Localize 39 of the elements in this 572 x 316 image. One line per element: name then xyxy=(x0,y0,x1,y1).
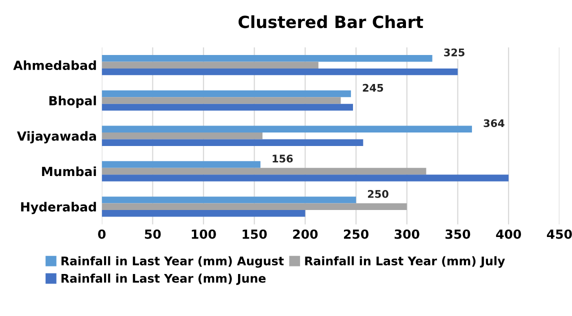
y-tick-label: Hyderabad xyxy=(21,202,96,214)
bar xyxy=(102,203,407,210)
x-tick-label: 300 xyxy=(394,229,420,239)
x-tick-label: 350 xyxy=(446,229,470,239)
y-tick-label: Mumbai xyxy=(42,166,96,176)
bar xyxy=(102,62,318,68)
bar xyxy=(102,97,341,104)
data-label: 156 xyxy=(272,154,293,163)
y-tick-label: Vijayawada xyxy=(16,131,96,144)
bar xyxy=(102,161,260,168)
data-label: 325 xyxy=(444,48,464,56)
bar xyxy=(102,139,364,146)
x-tick-label: 50 xyxy=(144,229,161,239)
x-tick-label: 100 xyxy=(192,229,216,239)
bar xyxy=(102,90,351,98)
y-tick-label: Bhopal xyxy=(49,96,96,108)
legend-label: Rainfall in Last Year (mm) August xyxy=(62,256,284,268)
x-tick-label: 150 xyxy=(242,229,267,239)
y-tick-label: Ahmedabad xyxy=(13,60,96,70)
bar xyxy=(102,68,458,76)
legend-label: Rainfall in Last Year (mm) June xyxy=(62,274,266,285)
bar xyxy=(102,196,356,204)
data-label: 364 xyxy=(484,119,504,128)
bar xyxy=(102,126,472,133)
bar xyxy=(102,55,432,62)
data-label: 250 xyxy=(368,190,388,198)
bar xyxy=(102,210,306,217)
x-tick-label: 200 xyxy=(293,229,318,239)
bar xyxy=(102,104,353,111)
x-tick-label: 450 xyxy=(546,229,572,239)
bar xyxy=(102,174,509,182)
bar xyxy=(102,132,262,140)
x-tick-label: 400 xyxy=(496,229,522,239)
bar xyxy=(102,168,426,175)
legend-label: Rainfall in Last Year (mm) July xyxy=(305,256,505,268)
x-tick-label: 0 xyxy=(98,229,106,239)
data-label: 245 xyxy=(362,84,384,92)
chart-title: Clustered Bar Chart xyxy=(238,15,424,28)
x-tick-label: 250 xyxy=(344,229,368,239)
